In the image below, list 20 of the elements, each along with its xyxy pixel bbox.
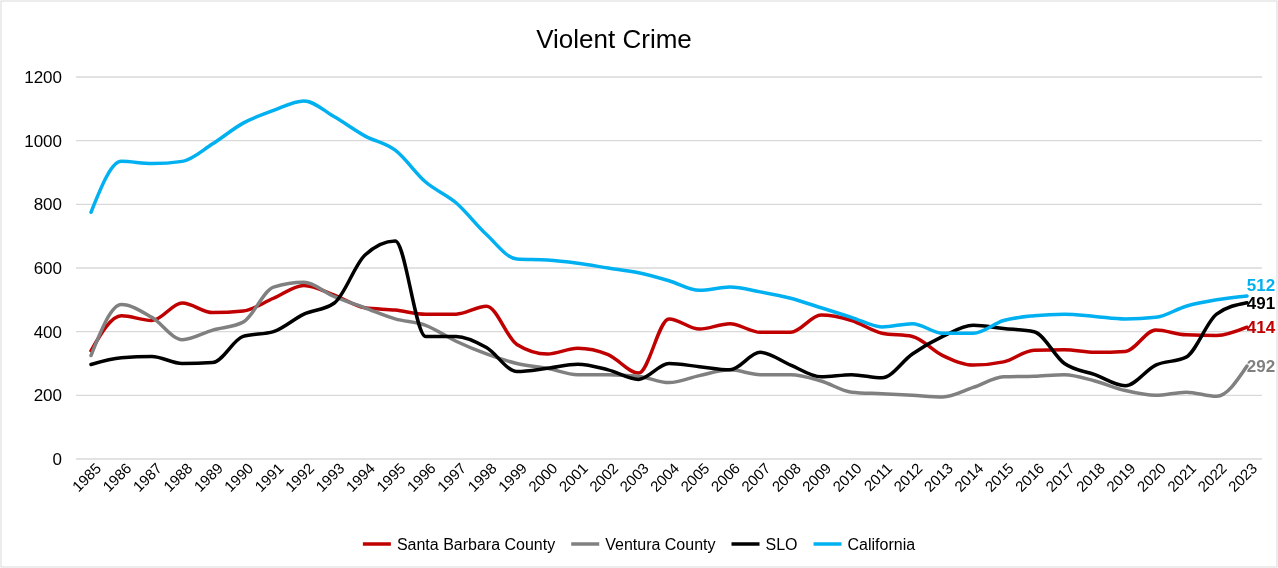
y-tick-label: 200 <box>33 386 62 406</box>
legend-label: California <box>847 536 916 553</box>
y-tick-label: 600 <box>33 258 62 278</box>
y-tick-label: 400 <box>33 322 62 342</box>
data-label: 491 <box>1246 293 1276 313</box>
line-series <box>89 280 1249 399</box>
data-label: 512 <box>1246 275 1276 295</box>
legend-label: Santa Barbara County <box>396 536 556 553</box>
line-series <box>89 99 1249 336</box>
data-label: 414 <box>1246 318 1276 338</box>
line-series <box>89 283 1249 375</box>
legend-label: Ventura County <box>605 536 716 553</box>
chart-title: Violent Crime <box>536 24 692 54</box>
line-series <box>89 239 1249 388</box>
data-label: 292 <box>1246 357 1276 377</box>
y-tick-label: 0 <box>52 449 62 469</box>
legend-label: SLO <box>765 536 798 553</box>
y-tick-label: 800 <box>33 195 62 215</box>
y-tick-label: 1200 <box>24 67 62 87</box>
y-tick-label: 1000 <box>24 131 62 151</box>
